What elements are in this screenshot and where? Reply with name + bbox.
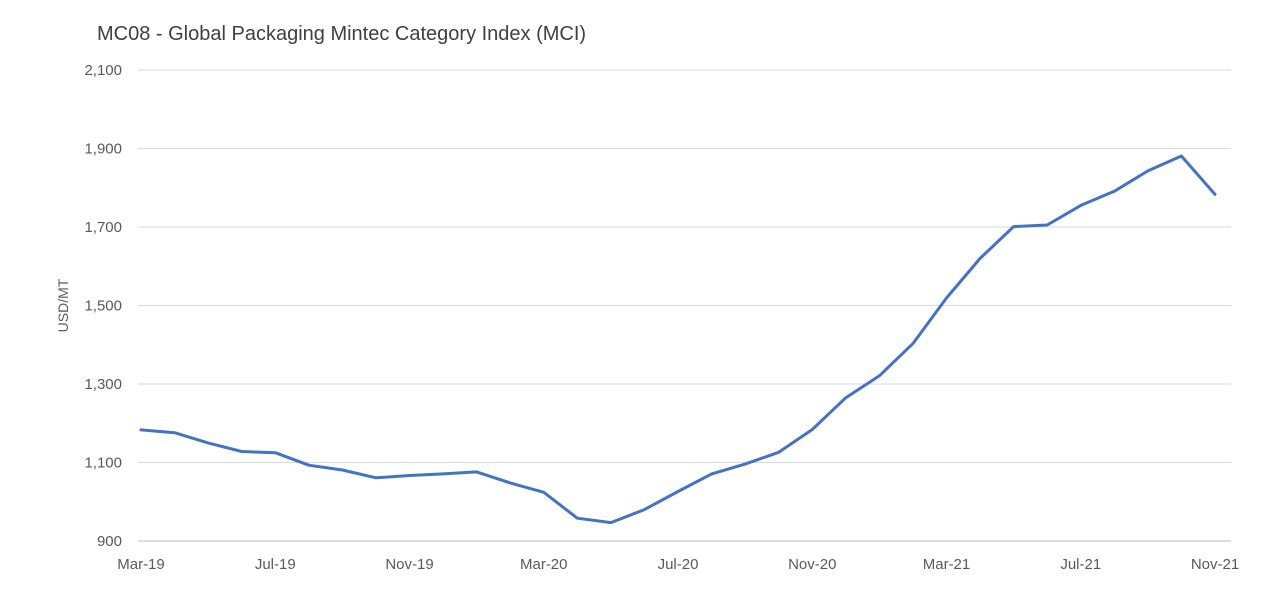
y-tick-label: 1,700 bbox=[84, 219, 122, 236]
x-tick-label: Mar-21 bbox=[923, 556, 971, 573]
y-tick-label: 2,100 bbox=[84, 62, 122, 79]
x-tick-label: Nov-19 bbox=[385, 556, 433, 573]
x-axis-tick-labels: Mar-19 Jul-19 Nov-19 Mar-20 Jul-20 Nov-20 Mar-… bbox=[117, 556, 1239, 573]
y-tick-label: 900 bbox=[97, 533, 122, 550]
y-tick-label: 1,100 bbox=[84, 455, 122, 472]
x-tick-label: Jul-20 bbox=[658, 556, 699, 573]
y-axis-title: USD/MT bbox=[55, 278, 71, 332]
x-tick-label: Mar-20 bbox=[520, 556, 568, 573]
x-tick-label: Nov-21 bbox=[1191, 556, 1239, 573]
x-tick-label: Nov-20 bbox=[788, 556, 836, 573]
x-tick-label: Jul-19 bbox=[255, 556, 296, 573]
gridlines bbox=[138, 69, 1231, 463]
series-line bbox=[139, 154, 1217, 525]
series-layer bbox=[139, 154, 1217, 525]
y-tick-label: 1,500 bbox=[84, 298, 122, 315]
x-tick-label: Jul-21 bbox=[1060, 556, 1101, 573]
chart-title: MC08 - Global Packaging Mintec Category … bbox=[97, 23, 586, 45]
y-axis-tick-labels: 900 1,100 1,300 1,500 1,700 1,900 2,100 bbox=[84, 62, 122, 550]
y-tick-label: 1,300 bbox=[84, 376, 122, 393]
y-tick-label: 1,900 bbox=[84, 141, 122, 158]
x-tick-label: Mar-19 bbox=[117, 556, 165, 573]
